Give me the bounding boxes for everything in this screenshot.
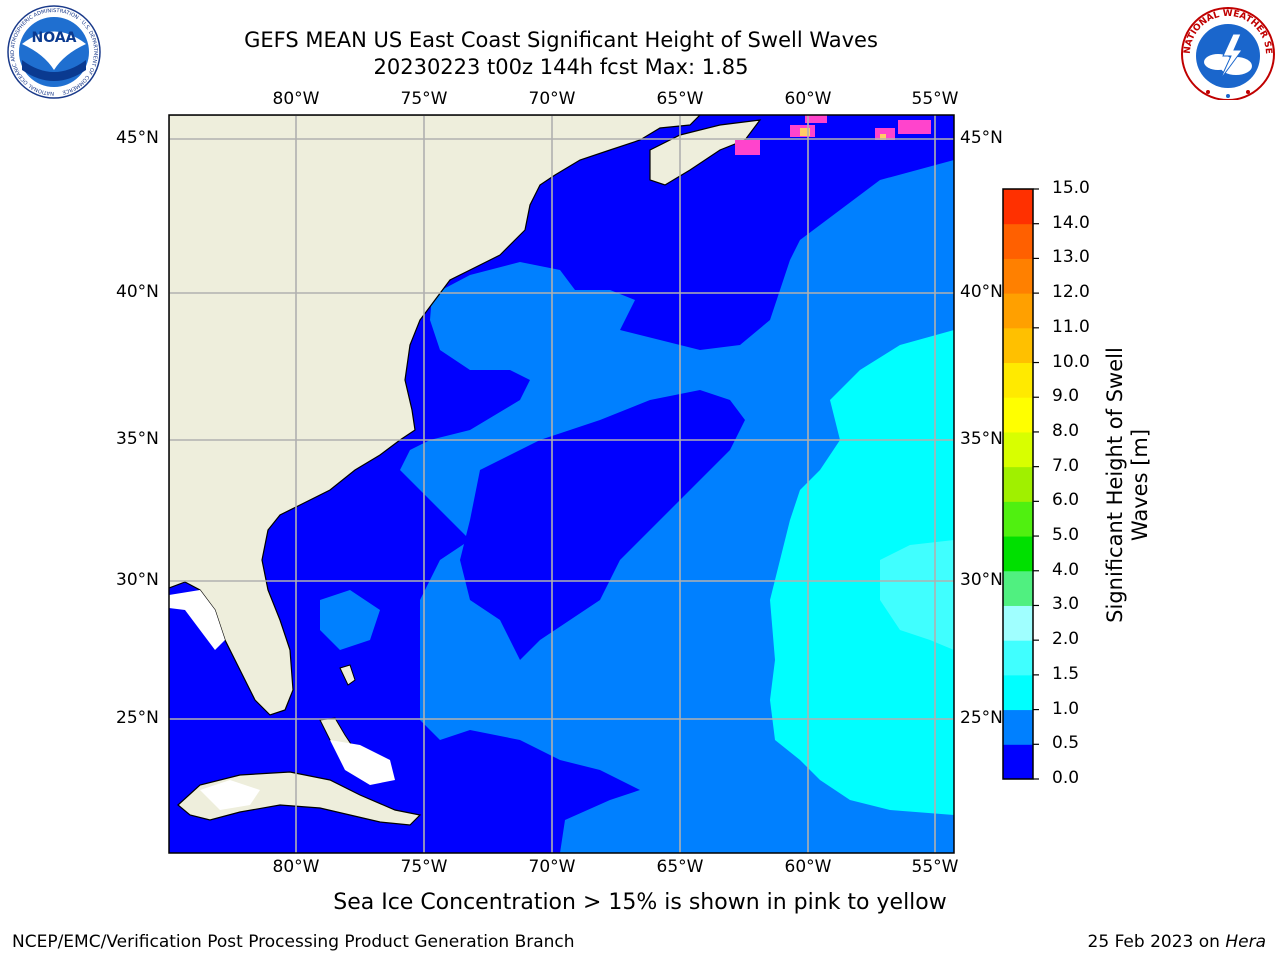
- ocean-1.0-1.5-region: [770, 330, 954, 815]
- map-plot-area: [169, 115, 954, 853]
- lat-label-left: 30°N: [116, 570, 159, 590]
- sea-ice-caption: Sea Ice Concentration > 15% is shown in …: [333, 890, 947, 915]
- colorbar-tick-label: 3.0: [1052, 594, 1080, 615]
- colorbar-tick-label: 10.0: [1052, 351, 1090, 372]
- lon-label-bottom: 55°W: [911, 857, 959, 877]
- colorbar-title-line: Waves [m]: [1128, 428, 1152, 542]
- lat-label-right: 35°N: [960, 429, 1003, 449]
- lon-label-top: 75°W: [400, 89, 448, 109]
- colorbar-tick-label: 4.0: [1052, 559, 1080, 580]
- chart-title: GEFS MEAN US East Coast Significant Heig…: [244, 28, 878, 52]
- colorbar-tick-label: 9.0: [1052, 386, 1080, 407]
- colorbar-tick-label: 0.5: [1052, 733, 1080, 754]
- colorbar-tick-label: 13.0: [1052, 247, 1090, 268]
- lat-label-left: 25°N: [116, 708, 159, 728]
- colorbar-frame: [1002, 188, 1034, 780]
- colorbar-segment: [1003, 293, 1033, 329]
- map-gridlines: [169, 115, 954, 853]
- colorbar-segment: [1003, 431, 1033, 468]
- colorbar-segment: [1003, 223, 1033, 259]
- lon-label-bottom: 60°W: [784, 857, 832, 877]
- lon-label-top: 70°W: [528, 89, 576, 109]
- colorbar-segment: [1003, 258, 1033, 294]
- colorbar-segment: [1003, 744, 1033, 780]
- ocean-0-0.5-island: [460, 390, 745, 660]
- lat-label-right: 30°N: [960, 570, 1003, 590]
- colorbar-tick-label: 2.0: [1052, 629, 1080, 650]
- colorbar-tick-label: 0.0: [1052, 768, 1080, 788]
- bahamas-island: [339, 664, 356, 686]
- nova-scotia-landmass: [649, 119, 762, 186]
- colorbar-segment: [1003, 709, 1033, 745]
- colorbar-segment: [1003, 362, 1033, 398]
- ocean-white-region: [169, 590, 225, 650]
- colorbar-tick-label: 15.0: [1052, 178, 1090, 198]
- footer-date-text: 25 Feb 2023 on: [1087, 932, 1220, 952]
- noaa-logo-text: NOAA: [32, 30, 77, 46]
- lon-label-top: 80°W: [272, 89, 320, 109]
- north-america-landmass: [169, 115, 701, 716]
- colorbar-segment: [1003, 536, 1033, 572]
- colorbar-segment: [1003, 397, 1033, 433]
- colorbar-tick-label: 14.0: [1052, 212, 1090, 233]
- colorbar-segment: [1003, 640, 1033, 676]
- colorbar-tick-label: 1.5: [1052, 663, 1080, 684]
- colorbar-segment: [1003, 466, 1033, 502]
- nws-logo: NATIONAL WEATHER SERVICE: [1178, 4, 1275, 100]
- ocean-white-region: [330, 740, 395, 785]
- footer-credit: NCEP/EMC/Verification Post Processing Pr…: [12, 932, 575, 952]
- colorbar-tick-label: 8.0: [1052, 420, 1080, 441]
- lon-label-top: 60°W: [784, 89, 832, 109]
- colorbar-segment: [1003, 674, 1033, 711]
- colorbar-title-line: Significant Height of Swell: [1103, 347, 1127, 623]
- lat-label-left: 45°N: [116, 128, 159, 148]
- colorbar-segment: [1003, 501, 1033, 537]
- colorbar-tick-label: 12.0: [1052, 282, 1090, 303]
- colorbar-tick-label: 6.0: [1052, 490, 1080, 511]
- lon-label-top: 65°W: [656, 89, 704, 109]
- lat-label-left: 40°N: [116, 282, 159, 302]
- noaa-logo: NATIONAL OCEANIC AND ATMOSPHERIC ADMINIS…: [7, 5, 101, 99]
- colorbar-tick-label: 1.0: [1052, 698, 1080, 719]
- colorbar-title: Significant Height of Swell Waves [m]: [1103, 325, 1153, 645]
- lon-label-bottom: 75°W: [400, 857, 448, 877]
- colorbar: [1003, 188, 1039, 780]
- colorbar-tick-label: 7.0: [1052, 455, 1080, 476]
- colorbar-segment: [1003, 570, 1033, 606]
- lon-label-bottom: 70°W: [528, 857, 576, 877]
- map-frame: [168, 114, 955, 854]
- footer-host: Hera: [1225, 932, 1266, 952]
- cuba-white-region: [200, 780, 260, 810]
- ocean-0.5-1.0-patch: [320, 590, 380, 650]
- lon-label-top: 55°W: [911, 89, 959, 109]
- lat-label-right: 25°N: [960, 708, 1003, 728]
- colorbar-segment: [1003, 189, 1033, 225]
- lon-label-bottom: 80°W: [272, 857, 320, 877]
- footer-date: 25 Feb 2023 on Hera: [1088, 932, 1266, 952]
- colorbar-tick-label: 11.0: [1052, 316, 1090, 337]
- chart-subtitle: 20230223 t00z 144h fcst Max: 1.85: [373, 55, 749, 79]
- colorbar-segment: [1003, 605, 1033, 641]
- colorbar-segment: [1003, 327, 1033, 364]
- colorbar-tick-label: 5.0: [1052, 525, 1080, 546]
- lat-label-right: 40°N: [960, 282, 1003, 302]
- lon-label-bottom: 65°W: [656, 857, 704, 877]
- lat-label-right: 45°N: [960, 128, 1003, 148]
- lat-label-left: 35°N: [116, 429, 159, 449]
